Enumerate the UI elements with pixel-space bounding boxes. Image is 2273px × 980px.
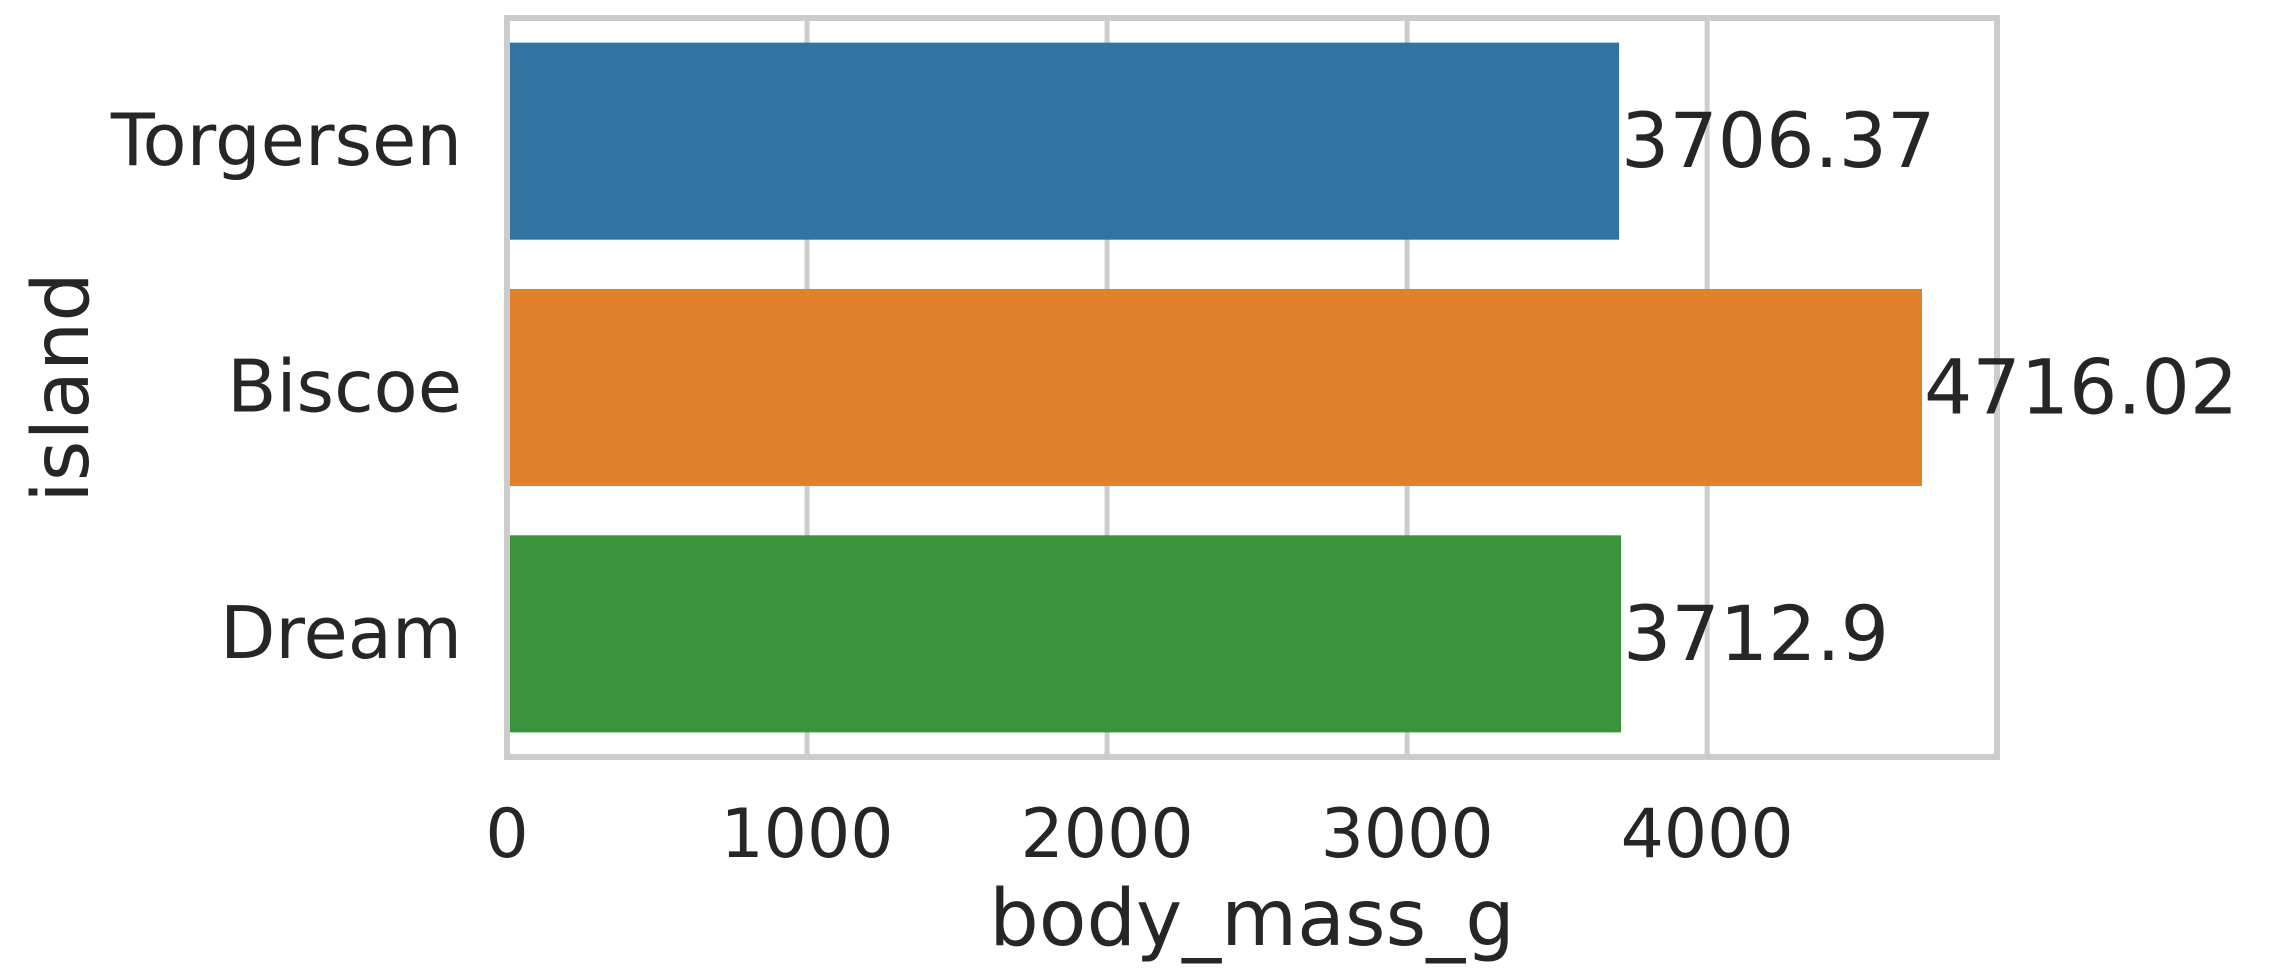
bar-value-label: 4716.02 (1924, 343, 2238, 432)
bar-value-label: 3706.37 (1621, 96, 1935, 185)
y-tick-label: Torgersen (110, 98, 462, 182)
y-tick-labels: Torgersen Biscoe Dream (110, 98, 462, 675)
bar-value-labels: 3706.37 4716.02 3712.9 (1621, 96, 2238, 678)
plot-frame (504, 15, 2000, 760)
x-axis-label: body_mass_g (989, 874, 1514, 964)
bars (507, 42, 1922, 733)
bar-torgersen (507, 42, 1620, 240)
bar-value-label: 3712.9 (1623, 589, 1889, 678)
x-tick-label: 2000 (1021, 795, 1194, 874)
y-tick-label: Dream (220, 591, 462, 675)
x-tick-label: 3000 (1321, 795, 1494, 874)
y-tick-label: Biscoe (227, 345, 462, 429)
x-tick-label: 1000 (721, 795, 894, 874)
x-tick-label: 4000 (1621, 795, 1794, 874)
x-tick-label: 0 (485, 795, 528, 874)
bar-dream (507, 535, 1622, 733)
y-axis-label: island (17, 272, 107, 503)
x-tick-labels: 0 1000 2000 3000 4000 (485, 795, 1793, 874)
bar-biscoe (507, 288, 1922, 487)
